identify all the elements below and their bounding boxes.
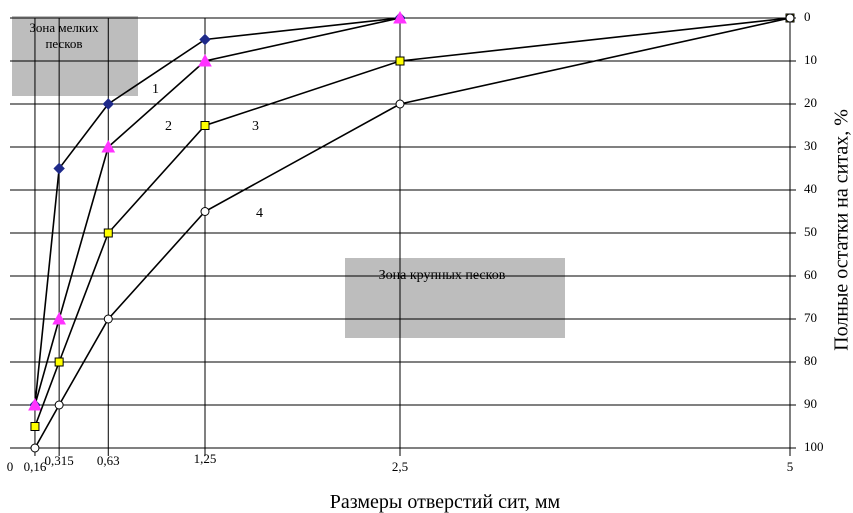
- y-tick-label: 90: [804, 396, 817, 411]
- marker: [52, 311, 66, 325]
- y-tick-label: 0: [804, 9, 811, 24]
- x-tick-label: 0: [7, 459, 14, 474]
- marker: [395, 99, 405, 109]
- marker: [30, 422, 40, 431]
- series-label: 3: [252, 119, 259, 134]
- marker: [54, 400, 64, 410]
- marker: [103, 314, 113, 324]
- y-tick-label: 20: [804, 95, 817, 110]
- y-tick-label: 40: [804, 181, 817, 196]
- y-axis-title: Полные остатки на ситах, %: [831, 109, 853, 351]
- marker: [199, 33, 211, 46]
- series-label: 4: [256, 206, 263, 221]
- y-tick-label: 70: [804, 310, 817, 325]
- marker: [28, 397, 42, 411]
- x-tick-label: 0,63: [97, 453, 120, 468]
- marker: [200, 121, 210, 130]
- x-axis-title: Размеры отверстий сит, мм: [330, 491, 561, 513]
- y-tick-label: 10: [804, 52, 817, 67]
- fine-zone-label: Зона мелких песков: [29, 20, 99, 51]
- y-tick-label: 30: [804, 138, 817, 153]
- marker: [30, 443, 40, 453]
- marker: [198, 53, 212, 67]
- x-tick-label: 5: [787, 459, 794, 474]
- y-tick-label: 80: [804, 353, 817, 368]
- marker: [785, 13, 795, 23]
- marker: [395, 56, 405, 66]
- y-tick-label: 50: [804, 224, 817, 239]
- y-tick-label: 60: [804, 267, 817, 282]
- marker: [102, 98, 114, 110]
- marker: [103, 228, 113, 238]
- marker: [53, 162, 65, 175]
- y-tick-label: 100: [804, 439, 824, 454]
- marker: [200, 207, 210, 216]
- curve: [34, 17, 791, 427]
- curve: [34, 17, 791, 449]
- x-tick-label: 0,315: [45, 453, 74, 468]
- fine-zone-box: Зона мелких песков: [29, 20, 99, 51]
- series-label: 2: [165, 119, 172, 134]
- series-label: 1: [152, 82, 159, 97]
- fine-sand-zone: [12, 16, 138, 96]
- marker: [393, 10, 407, 24]
- x-tick-label: 1,25: [194, 451, 217, 466]
- marker: [101, 139, 116, 153]
- x-tick-label: 0,16: [24, 459, 47, 474]
- x-tick-label: 2,5: [392, 459, 408, 474]
- coarse-sand-zone: [345, 258, 565, 338]
- marker: [54, 357, 64, 367]
